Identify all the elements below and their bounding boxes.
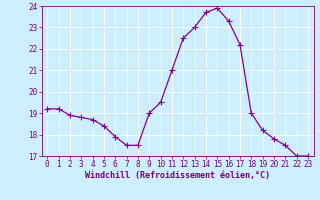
X-axis label: Windchill (Refroidissement éolien,°C): Windchill (Refroidissement éolien,°C) — [85, 171, 270, 180]
